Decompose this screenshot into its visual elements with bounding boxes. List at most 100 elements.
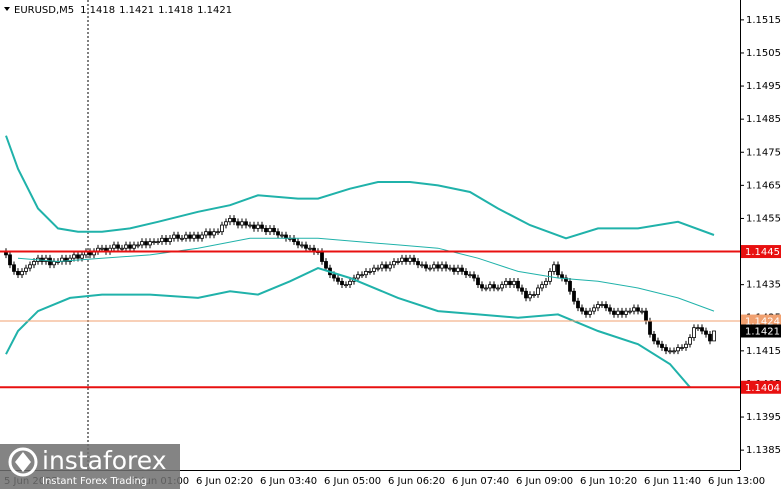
candle-body <box>500 284 504 289</box>
candle-body <box>236 221 240 226</box>
candle-body <box>456 267 460 272</box>
last-close: 1.1421 <box>197 5 232 16</box>
y-tick-label: 1.1465 <box>746 180 781 191</box>
candle-body <box>372 267 376 272</box>
candle-body <box>136 244 140 247</box>
candle-body <box>16 271 20 276</box>
candle-body <box>488 284 492 289</box>
level-label-box <box>741 245 781 259</box>
brand: instaforex <box>42 446 167 475</box>
logo-mark <box>15 452 31 472</box>
candle-body <box>224 221 228 226</box>
candle-body <box>528 294 532 299</box>
candle-body <box>504 280 508 286</box>
candle-body <box>188 234 192 239</box>
candle-body <box>232 218 236 223</box>
candle-body <box>344 284 348 287</box>
candle-body <box>480 284 484 289</box>
candle-body <box>244 221 248 226</box>
candle-body <box>152 241 156 244</box>
candle-body <box>176 234 180 239</box>
candle-body <box>492 284 496 289</box>
candle-body <box>8 254 12 266</box>
candle-body <box>444 264 448 269</box>
candle-body <box>696 327 700 330</box>
candle-body <box>436 264 440 269</box>
candle-body <box>540 284 544 289</box>
candle-body <box>116 244 120 249</box>
candle-body <box>476 277 480 286</box>
candle-body <box>440 264 444 269</box>
candle-body <box>216 231 220 234</box>
x-tick-label: 6 Jun 07:40 <box>452 476 509 487</box>
candle-body <box>228 218 232 223</box>
candle-body <box>616 310 620 315</box>
x-tick-label: 6 Jun 13:00 <box>708 476 765 487</box>
level-label: 1.1404 <box>745 383 780 394</box>
y-tick-label: 1.1515 <box>746 15 781 26</box>
candle-body <box>364 271 368 276</box>
candle-body <box>184 234 188 239</box>
candle-body <box>708 333 712 342</box>
candle-body <box>520 287 524 292</box>
candle-body <box>712 330 716 342</box>
candle-body <box>240 221 244 226</box>
candle-body <box>44 257 48 262</box>
candle-body <box>572 290 576 302</box>
candle-body <box>144 241 148 246</box>
candle-body <box>64 257 68 262</box>
candle-body <box>248 224 252 227</box>
candle-body <box>52 261 56 266</box>
candle-body <box>252 224 256 229</box>
candle-body <box>468 274 472 277</box>
tagline: Instant Forex Trading <box>42 476 147 487</box>
menu-arrow[interactable] <box>4 7 10 11</box>
candle-body <box>556 264 560 276</box>
candle-body <box>304 244 308 249</box>
candle-body <box>124 244 128 249</box>
candle-body <box>292 237 296 243</box>
candle-body <box>264 227 268 233</box>
x-tick-label: 6 Jun 02:20 <box>196 476 253 487</box>
candle-body <box>140 241 144 246</box>
candle-body <box>416 261 420 266</box>
candle-body <box>652 333 656 342</box>
candle-body <box>624 310 628 315</box>
candle-body <box>568 280 572 292</box>
level-label-box <box>741 380 781 394</box>
candle-body <box>496 287 500 290</box>
candle-body <box>148 241 152 246</box>
candle-body <box>612 310 616 315</box>
candle-body <box>204 231 208 236</box>
candle-body <box>656 340 660 345</box>
candle-body <box>428 267 432 270</box>
candle-body <box>168 237 172 243</box>
band-line <box>5 267 691 388</box>
y-tick-label: 1.1505 <box>746 48 781 59</box>
candle-body <box>544 280 548 286</box>
candle-body <box>648 320 652 335</box>
candle-body <box>680 347 684 349</box>
candle-body <box>392 261 396 266</box>
candle-body <box>580 307 584 312</box>
candle-body <box>180 237 184 240</box>
candle-body <box>80 254 84 259</box>
candle-body <box>172 234 176 239</box>
x-tick-label: 6 Jun 06:20 <box>388 476 445 487</box>
candle-body <box>424 264 428 269</box>
candle-body <box>208 231 212 236</box>
candle-body <box>676 347 680 352</box>
candle-body <box>604 304 608 309</box>
candle-body <box>268 227 272 233</box>
candle-body <box>296 241 300 246</box>
candle-body <box>368 271 372 273</box>
candle-body <box>192 234 196 239</box>
candle-body <box>688 337 692 345</box>
candle-body <box>532 294 536 296</box>
candle-body <box>48 257 52 266</box>
logo-ring <box>8 447 38 477</box>
candle-body <box>200 234 204 239</box>
watermark: instaforex Instant Forex Trading <box>0 444 180 489</box>
candle-body <box>508 280 512 286</box>
